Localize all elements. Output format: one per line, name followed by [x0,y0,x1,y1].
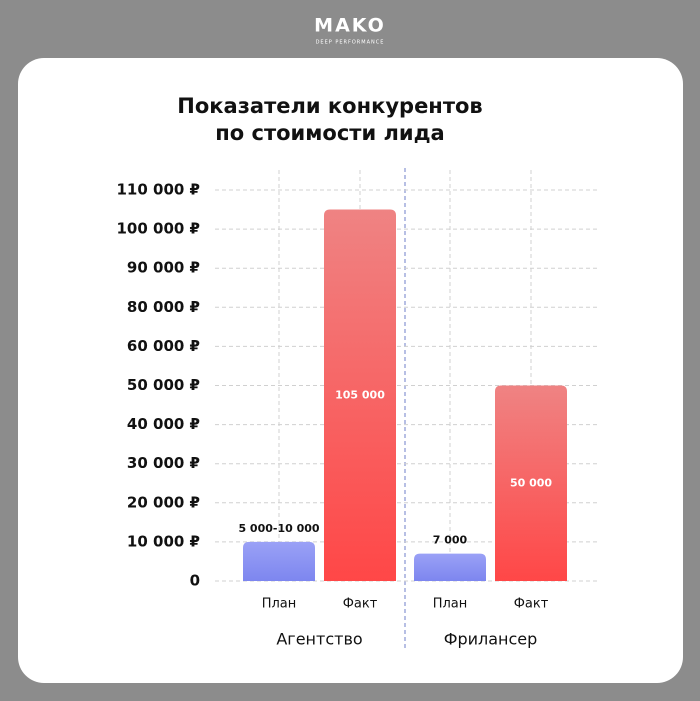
y-tick-label: 100 000 ₽ [116,220,200,238]
value-label: 7 000 [433,534,468,547]
y-tick-label: 60 000 ₽ [127,337,200,355]
value-label: 5 000-10 000 [238,522,319,535]
value-label: 105 000 [335,388,385,401]
y-tick-label: 40 000 ₽ [127,415,200,433]
y-tick-label: 20 000 ₽ [127,493,200,511]
x-tick-label: Факт [343,597,378,612]
chart-title: по стоимости лида [215,121,444,145]
group-label: Фрилансер [444,630,538,649]
y-tick-label: 80 000 ₽ [127,298,200,316]
x-tick-label: Факт [514,597,549,612]
value-label: 50 000 [510,476,552,489]
bar [243,541,315,581]
y-tick-label: 0 [190,572,200,590]
brand-tagline: DEEP PERFORMANCE [316,40,385,46]
y-tick-label: 90 000 ₽ [127,259,200,277]
bar [414,553,486,581]
y-tick-label: 10 000 ₽ [127,532,200,550]
x-tick-label: План [433,597,468,612]
y-tick-label: 30 000 ₽ [127,454,200,472]
y-tick-label: 110 000 ₽ [116,181,200,199]
bar [495,385,567,581]
bar [324,209,396,582]
y-tick-label: 50 000 ₽ [127,376,200,394]
brand-name: MAKO [314,15,386,37]
x-tick-label: План [262,597,297,612]
chart-title: Показатели конкурентов [177,94,482,118]
group-label: Агентство [276,630,362,649]
